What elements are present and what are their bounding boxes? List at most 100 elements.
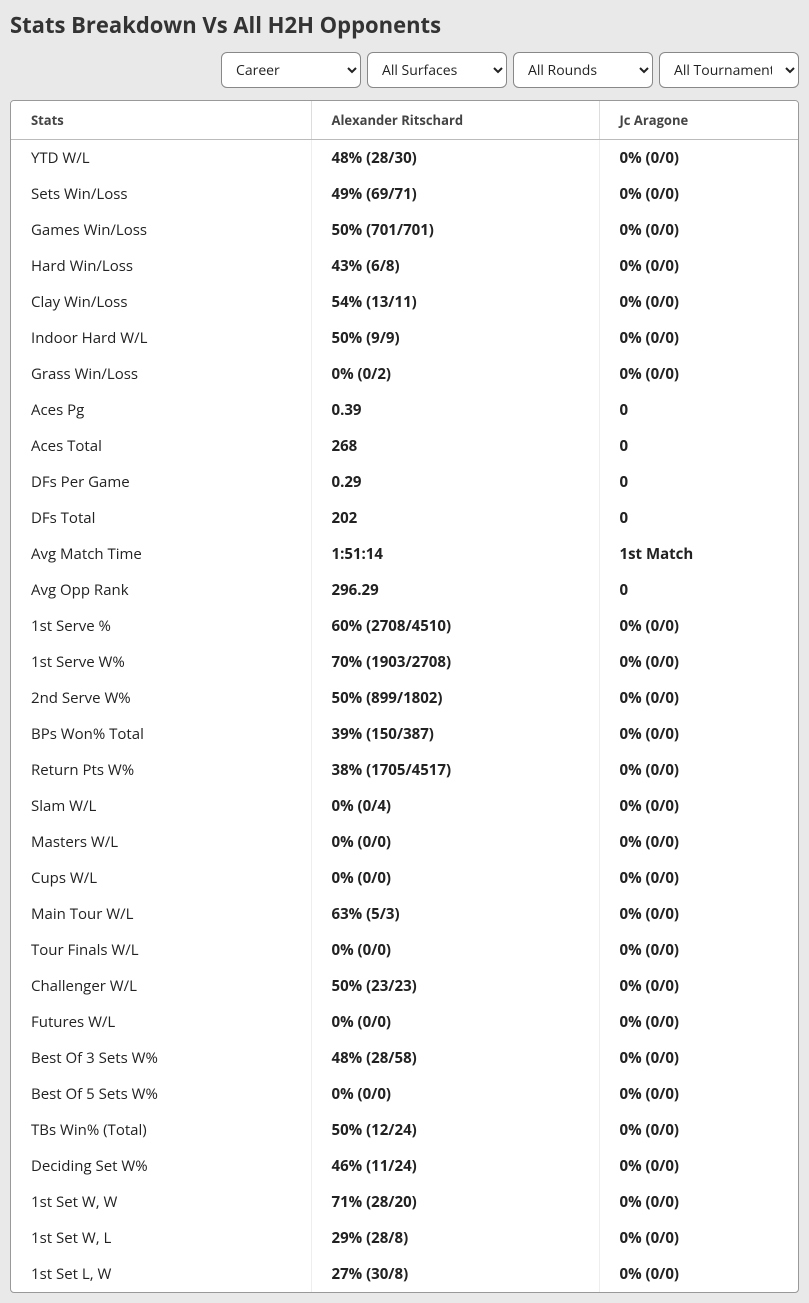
table-row: Hard Win/Loss43% (6/8)0% (0/0): [11, 248, 798, 284]
stat-value-player2: 0: [599, 428, 798, 464]
stat-value-player2: 0% (0/0): [599, 356, 798, 392]
stat-value-player2: 0% (0/0): [599, 788, 798, 824]
stat-value-player1: 0% (0/2): [311, 356, 599, 392]
stat-value-player1: 0% (0/0): [311, 860, 599, 896]
stat-label: Cups W/L: [11, 860, 311, 896]
stat-value-player2: 0% (0/0): [599, 248, 798, 284]
stat-label: DFs Per Game: [11, 464, 311, 500]
table-row: DFs Per Game0.290: [11, 464, 798, 500]
stat-value-player2: 0% (0/0): [599, 212, 798, 248]
stat-value-player1: 0.29: [311, 464, 599, 500]
stat-value-player1: 268: [311, 428, 599, 464]
stat-value-player2: 0% (0/0): [599, 1004, 798, 1040]
table-row: Games Win/Loss50% (701/701)0% (0/0): [11, 212, 798, 248]
stat-label: 2nd Serve W%: [11, 680, 311, 716]
stat-value-player1: 202: [311, 500, 599, 536]
col-header-player2: Jc Aragone: [599, 101, 798, 140]
table-row: 1st Serve W%70% (1903/2708)0% (0/0): [11, 644, 798, 680]
stat-label: 1st Serve %: [11, 608, 311, 644]
stat-label: Best Of 5 Sets W%: [11, 1076, 311, 1112]
stat-value-player1: 50% (23/23): [311, 968, 599, 1004]
stat-value-player1: 50% (701/701): [311, 212, 599, 248]
stat-value-player1: 48% (28/30): [311, 140, 599, 177]
stat-value-player2: 0% (0/0): [599, 644, 798, 680]
stat-value-player2: 0% (0/0): [599, 896, 798, 932]
stat-label: Main Tour W/L: [11, 896, 311, 932]
stat-value-player1: 71% (28/20): [311, 1184, 599, 1220]
stat-value-player1: 0% (0/4): [311, 788, 599, 824]
stat-value-player1: 46% (11/24): [311, 1148, 599, 1184]
stat-label: Games Win/Loss: [11, 212, 311, 248]
table-row: Aces Pg0.390: [11, 392, 798, 428]
table-row: 1st Set W, L29% (28/8)0% (0/0): [11, 1220, 798, 1256]
stat-value-player2: 0% (0/0): [599, 176, 798, 212]
stat-value-player2: 0% (0/0): [599, 680, 798, 716]
stat-value-player1: 60% (2708/4510): [311, 608, 599, 644]
table-header-row: Stats Alexander Ritschard Jc Aragone: [11, 101, 798, 140]
table-row: 2nd Serve W%50% (899/1802)0% (0/0): [11, 680, 798, 716]
stats-table-container: Stats Alexander Ritschard Jc Aragone YTD…: [10, 100, 799, 1293]
stat-value-player1: 50% (12/24): [311, 1112, 599, 1148]
stat-label: Tour Finals W/L: [11, 932, 311, 968]
stat-value-player2: 0% (0/0): [599, 752, 798, 788]
stat-value-player2: 0% (0/0): [599, 932, 798, 968]
stat-value-player1: 29% (28/8): [311, 1220, 599, 1256]
stat-label: BPs Won% Total: [11, 716, 311, 752]
stat-label: Challenger W/L: [11, 968, 311, 1004]
stat-label: Best Of 3 Sets W%: [11, 1040, 311, 1076]
stat-label: Indoor Hard W/L: [11, 320, 311, 356]
stat-label: Deciding Set W%: [11, 1148, 311, 1184]
stat-value-player1: 38% (1705/4517): [311, 752, 599, 788]
table-row: Return Pts W%38% (1705/4517)0% (0/0): [11, 752, 798, 788]
stat-label: Aces Total: [11, 428, 311, 464]
stat-value-player2: 0% (0/0): [599, 1184, 798, 1220]
stats-table: Stats Alexander Ritschard Jc Aragone YTD…: [11, 101, 798, 1292]
table-row: Cups W/L0% (0/0)0% (0/0): [11, 860, 798, 896]
stat-value-player2: 0% (0/0): [599, 1112, 798, 1148]
stat-label: Return Pts W%: [11, 752, 311, 788]
stat-label: Sets Win/Loss: [11, 176, 311, 212]
stat-value-player1: 0.39: [311, 392, 599, 428]
col-header-player1: Alexander Ritschard: [311, 101, 599, 140]
table-row: 1st Set W, W71% (28/20)0% (0/0): [11, 1184, 798, 1220]
surface-select[interactable]: All Surfaces: [367, 52, 507, 88]
stat-value-player2: 0% (0/0): [599, 320, 798, 356]
table-row: Challenger W/L50% (23/23)0% (0/0): [11, 968, 798, 1004]
table-row: DFs Total2020: [11, 500, 798, 536]
stat-label: 1st Set W, L: [11, 1220, 311, 1256]
stat-value-player2: 0: [599, 464, 798, 500]
col-header-stats: Stats: [11, 101, 311, 140]
stat-label: 1st Set L, W: [11, 1256, 311, 1292]
stat-value-player1: 0% (0/0): [311, 824, 599, 860]
stat-value-player1: 54% (13/11): [311, 284, 599, 320]
period-select[interactable]: Career: [221, 52, 361, 88]
stat-label: TBs Win% (Total): [11, 1112, 311, 1148]
stat-value-player2: 0% (0/0): [599, 1148, 798, 1184]
stat-value-player1: 50% (9/9): [311, 320, 599, 356]
stat-value-player1: 296.29: [311, 572, 599, 608]
table-row: Avg Match Time1:51:141st Match: [11, 536, 798, 572]
stat-label: Hard Win/Loss: [11, 248, 311, 284]
table-row: Avg Opp Rank296.290: [11, 572, 798, 608]
round-select[interactable]: All Rounds: [513, 52, 653, 88]
table-row: Aces Total2680: [11, 428, 798, 464]
stat-value-player2: 0% (0/0): [599, 716, 798, 752]
stat-label: DFs Total: [11, 500, 311, 536]
table-row: 1st Set L, W27% (30/8)0% (0/0): [11, 1256, 798, 1292]
stat-value-player2: 0% (0/0): [599, 1040, 798, 1076]
filter-bar: Career All Surfaces All Rounds All Tourn…: [10, 52, 799, 88]
stat-label: Clay Win/Loss: [11, 284, 311, 320]
table-row: Best Of 5 Sets W%0% (0/0)0% (0/0): [11, 1076, 798, 1112]
table-row: TBs Win% (Total)50% (12/24)0% (0/0): [11, 1112, 798, 1148]
table-row: Best Of 3 Sets W%48% (28/58)0% (0/0): [11, 1040, 798, 1076]
stat-label: Masters W/L: [11, 824, 311, 860]
stat-value-player1: 27% (30/8): [311, 1256, 599, 1292]
table-row: Main Tour W/L63% (5/3)0% (0/0): [11, 896, 798, 932]
stat-value-player2: 0% (0/0): [599, 1076, 798, 1112]
stat-label: Avg Match Time: [11, 536, 311, 572]
tournament-select[interactable]: All Tournaments: [659, 52, 799, 88]
stat-value-player1: 1:51:14: [311, 536, 599, 572]
stat-value-player2: 0: [599, 500, 798, 536]
table-row: Tour Finals W/L0% (0/0)0% (0/0): [11, 932, 798, 968]
table-row: Grass Win/Loss0% (0/2)0% (0/0): [11, 356, 798, 392]
